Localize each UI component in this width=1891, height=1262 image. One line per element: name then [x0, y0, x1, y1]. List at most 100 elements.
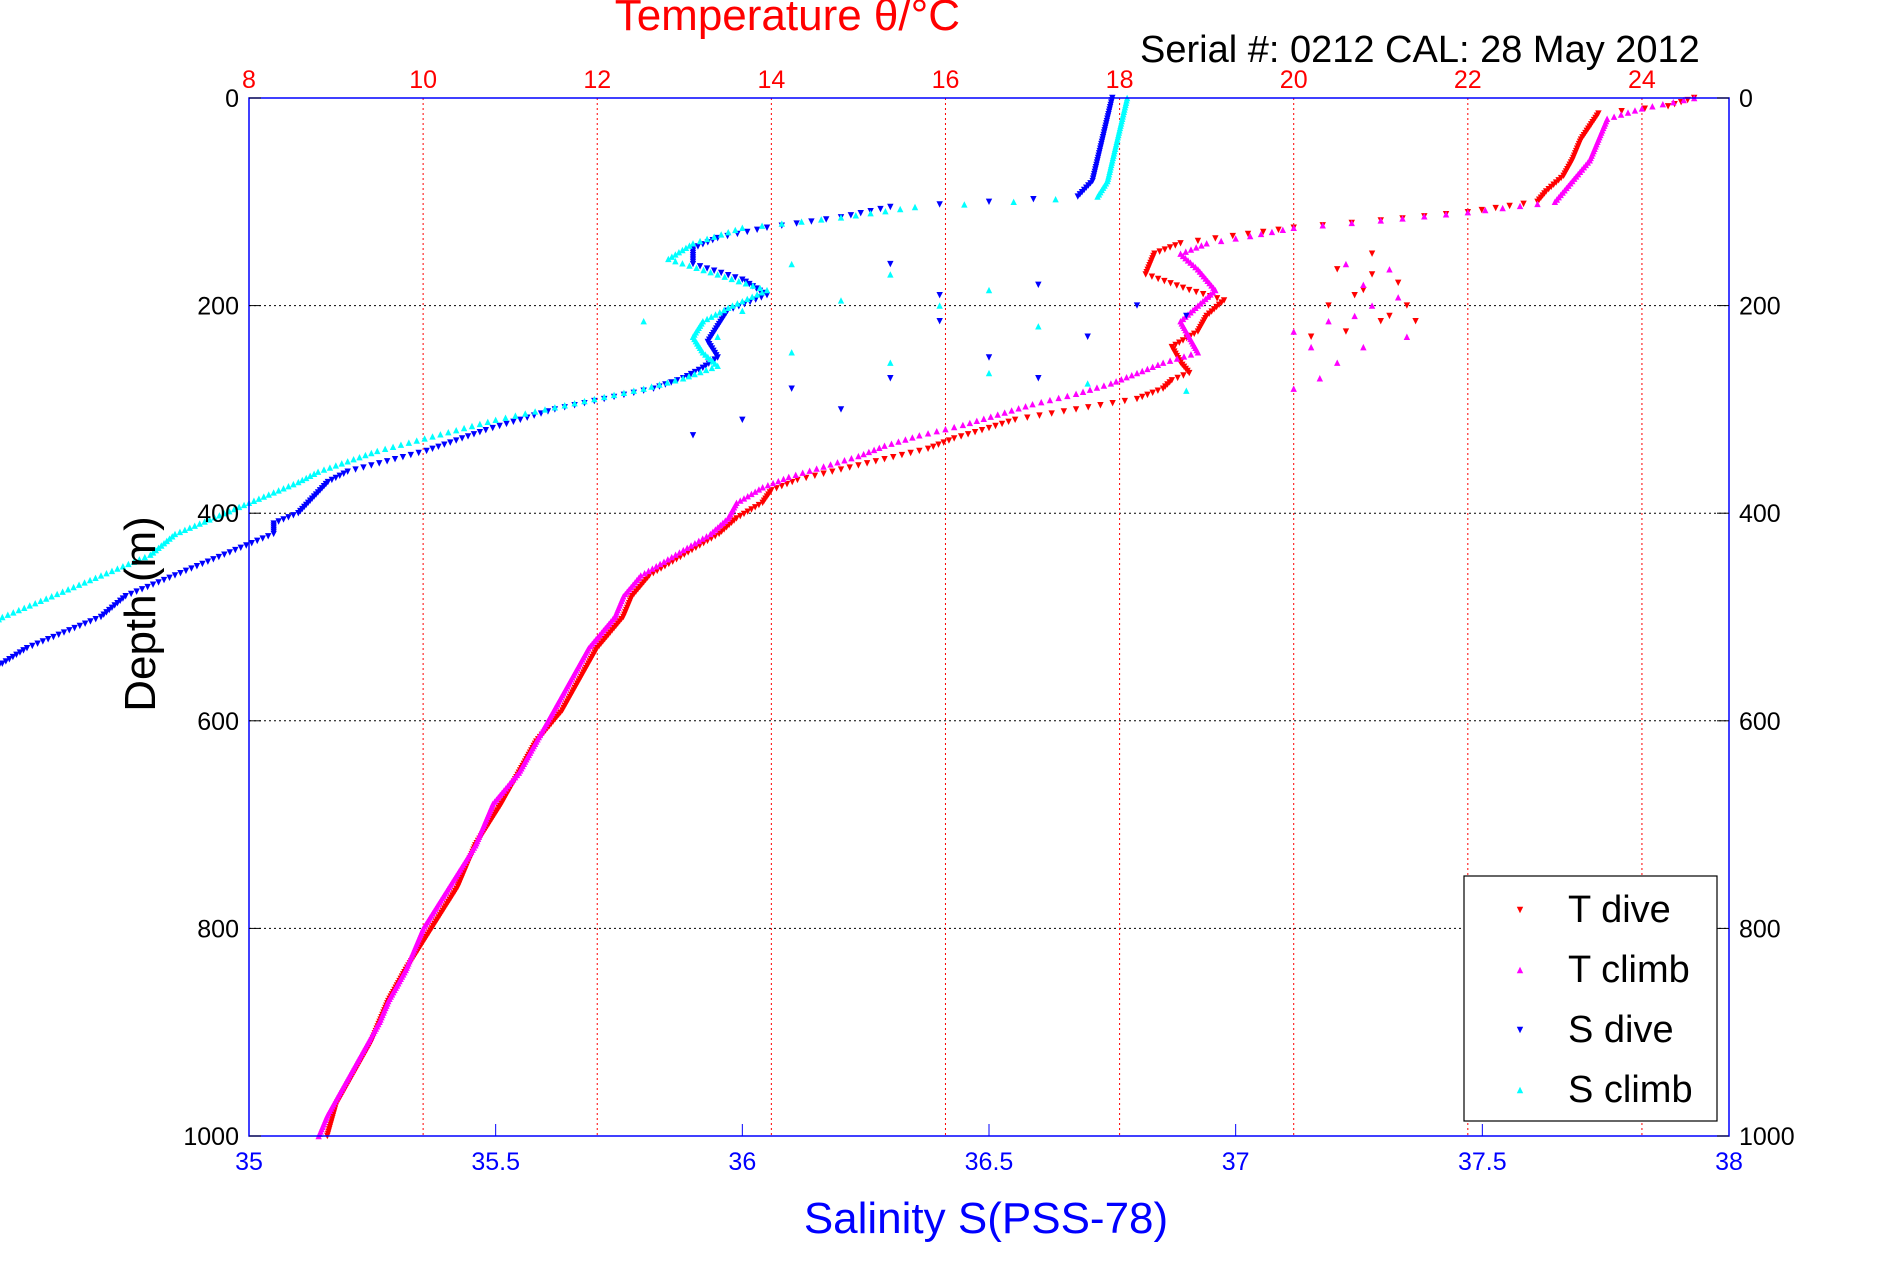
data-point-s-climb	[70, 583, 77, 591]
legend-label: T climb	[1568, 949, 1690, 991]
scatter-point-t-climb	[1360, 343, 1367, 351]
data-point-t-climb	[895, 438, 902, 445]
data-point-s-dive	[808, 218, 815, 225]
data-point-t-dive	[1260, 228, 1267, 236]
data-point-t-climb	[1680, 96, 1687, 104]
data-point-t-climb	[1055, 394, 1062, 402]
data-point-t-climb	[695, 537, 703, 545]
data-point-s-climb	[749, 282, 757, 289]
data-point-s-climb	[235, 503, 243, 511]
data-point-t-climb	[1217, 237, 1225, 245]
data-point-t-climb	[1499, 204, 1506, 212]
data-point-s-dive	[407, 451, 415, 459]
scatter-point-t-dive	[1412, 317, 1419, 325]
data-point-t-climb	[775, 477, 782, 485]
data-point-t-climb	[924, 430, 932, 437]
data-point-s-climb	[541, 406, 549, 413]
data-point-t-dive	[1174, 374, 1181, 382]
data-point-t-climb	[987, 413, 994, 420]
data-point-s-climb	[725, 228, 732, 236]
data-point-s-dive	[510, 418, 517, 426]
data-point-s-climb	[656, 381, 663, 388]
data-point-s-climb	[571, 399, 578, 407]
data-point-t-dive	[1156, 248, 1163, 255]
data-point-s-climb	[591, 395, 598, 403]
data-point-s-dive	[458, 435, 466, 442]
data-point-s-climb	[97, 572, 105, 579]
data-point-s-climb	[186, 524, 193, 531]
data-point-s-climb	[114, 565, 121, 572]
scatter-point-t-climb	[1394, 294, 1402, 301]
scatter-point-t-dive	[1377, 317, 1384, 325]
scatter-point-t-dive	[1386, 312, 1393, 320]
data-point-t-climb	[1133, 369, 1141, 377]
data-point-s-dive	[336, 472, 343, 480]
data-point-s-climb	[897, 205, 904, 213]
scatter-point-t-climb	[1368, 302, 1376, 309]
data-point-t-climb	[683, 544, 691, 551]
data-point-s-dive	[193, 563, 201, 570]
data-point-s-dive	[936, 201, 943, 208]
data-point-s-dive	[332, 474, 340, 482]
scatter-point-s-dive	[788, 385, 795, 392]
data-point-s-climb	[0, 613, 6, 621]
data-point-s-dive	[352, 466, 359, 473]
scatter-point-t-dive	[1360, 286, 1367, 294]
data-point-t-climb	[676, 549, 683, 556]
data-point-s-climb	[700, 266, 707, 274]
data-point-s-climb	[453, 426, 460, 434]
salinity-tick-label: 38	[1715, 1148, 1743, 1176]
data-point-s-dive	[763, 224, 771, 231]
depth-tick-label-right: 200	[1739, 293, 1781, 321]
data-point-s-climb	[206, 516, 213, 523]
data-point-t-climb	[865, 448, 873, 456]
data-point-t-climb	[1166, 357, 1174, 364]
data-point-t-climb	[799, 469, 806, 476]
data-point-s-dive	[435, 443, 442, 450]
data-point-s-climb	[211, 514, 218, 521]
legend-label: S climb	[1568, 1069, 1693, 1111]
data-point-s-dive	[470, 431, 478, 438]
data-point-t-dive	[1166, 244, 1174, 251]
scatter-point-s-dive	[887, 375, 894, 382]
depth-tick-label-right: 800	[1739, 915, 1781, 943]
data-point-s-climb	[630, 387, 637, 394]
data-point-s-dive	[16, 649, 24, 656]
data-point-t-dive	[1275, 226, 1282, 234]
data-point-s-climb	[686, 242, 693, 249]
data-point-s-climb	[290, 480, 297, 488]
legend: T dive T climb S dive S climb	[1463, 875, 1718, 1122]
data-point-t-dive	[1641, 105, 1649, 112]
data-point-t-climb	[1290, 224, 1297, 231]
data-point-t-dive	[940, 439, 947, 446]
data-point-t-climb	[994, 411, 1001, 418]
data-point-s-dive	[215, 553, 223, 561]
data-point-t-climb	[870, 446, 878, 454]
data-point-t-climb	[1198, 242, 1205, 249]
data-point-t-dive	[1161, 246, 1169, 253]
data-point-s-dive	[668, 379, 675, 386]
data-point-s-climb	[1010, 198, 1017, 205]
data-point-s-climb	[685, 372, 693, 380]
data-point-s-climb	[672, 257, 679, 265]
data-point-s-climb	[735, 277, 743, 285]
data-point-s-climb	[397, 441, 405, 448]
data-point-t-climb	[860, 450, 867, 458]
data-point-s-dive	[285, 514, 292, 521]
data-point-t-dive	[898, 451, 906, 459]
scatter-point-t-climb	[1351, 312, 1358, 320]
depth-tick-label-left: 600	[197, 708, 239, 736]
salinity-tick-label: 37.5	[1458, 1148, 1507, 1176]
data-point-t-dive	[1024, 414, 1031, 421]
salinity-tick-label: 37	[1222, 1148, 1250, 1176]
data-point-t-climb	[1118, 376, 1125, 383]
data-point-t-dive	[1097, 402, 1104, 409]
data-point-s-climb	[344, 458, 351, 465]
data-point-t-climb	[916, 432, 923, 439]
data-point-s-climb	[59, 588, 66, 595]
data-point-s-climb	[763, 286, 771, 294]
data-point-s-climb	[961, 201, 968, 208]
data-point-t-dive	[1180, 372, 1187, 379]
scatter-point-s-climb	[739, 307, 746, 314]
data-point-t-climb	[660, 558, 668, 565]
